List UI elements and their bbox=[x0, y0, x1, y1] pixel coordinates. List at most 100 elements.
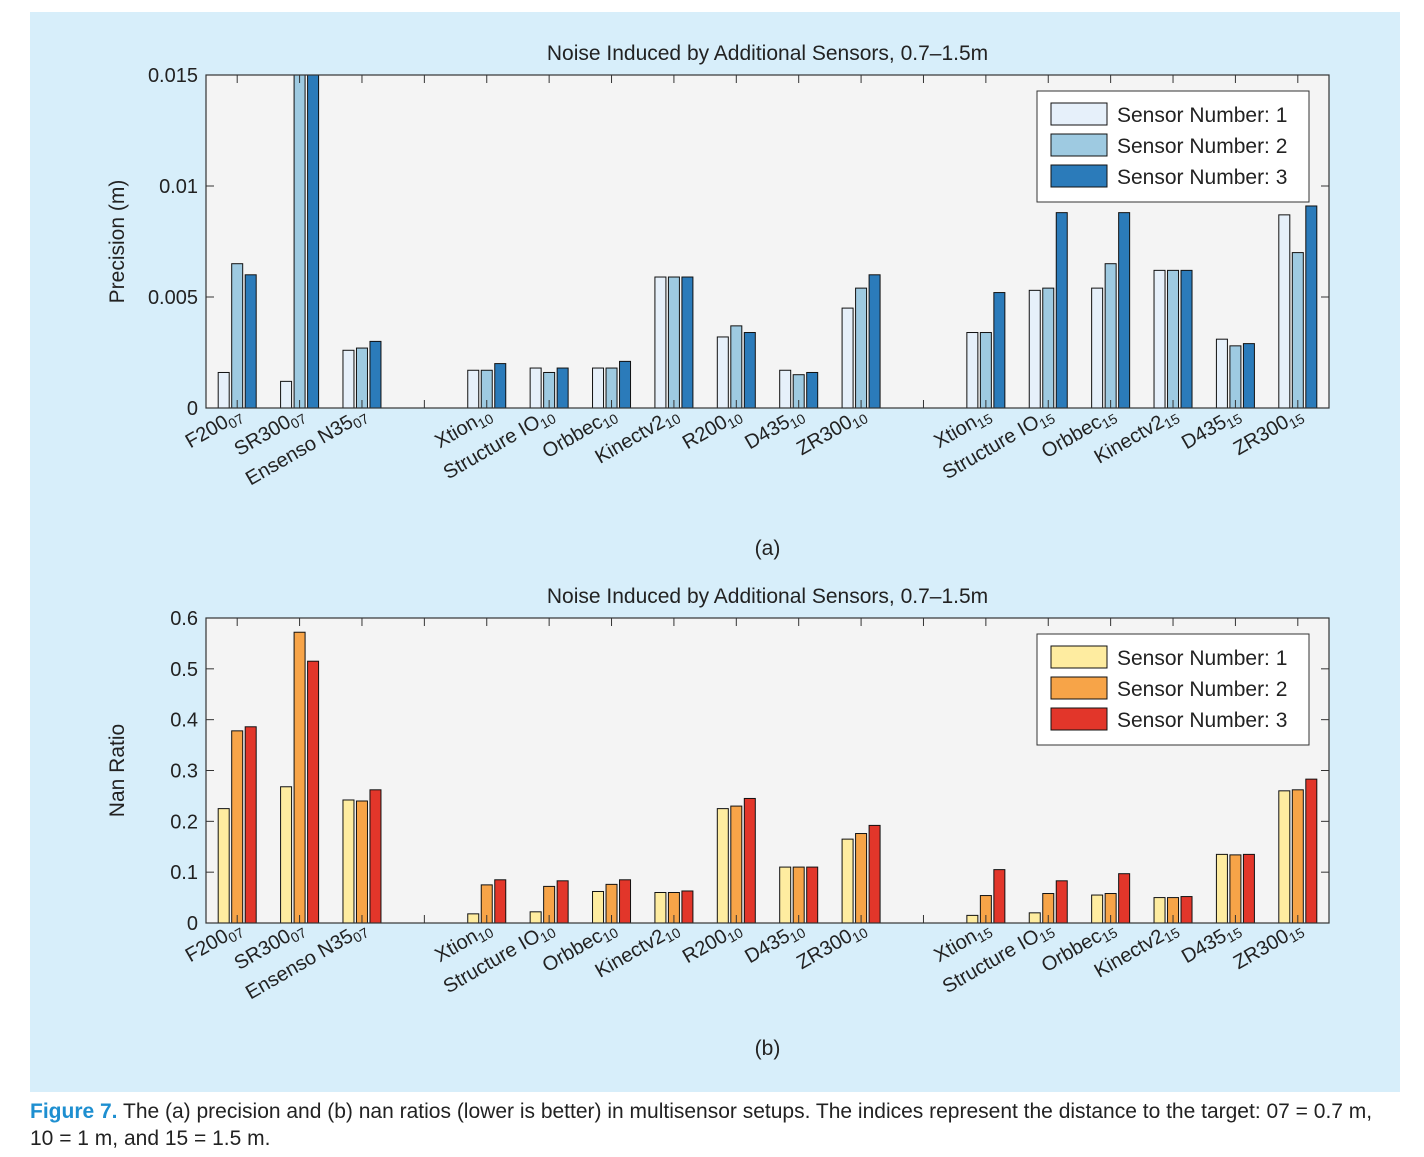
category-label: Kinectv210 bbox=[591, 917, 683, 984]
bar-2 bbox=[855, 287, 868, 409]
bar-1 bbox=[654, 892, 667, 924]
figure-caption: Figure 7. The (a) precision and (b) nan … bbox=[30, 1098, 1400, 1152]
category-label: Kinectv215 bbox=[1091, 917, 1183, 984]
bar-2 bbox=[730, 325, 743, 409]
panel-label: (a) bbox=[755, 537, 781, 560]
bar-3 bbox=[868, 824, 881, 924]
chart-a: Noise Induced by Additional Sensors, 0.7… bbox=[106, 42, 1330, 560]
legend-label-2: Sensor Number: 2 bbox=[1117, 678, 1287, 701]
y-tick-label: 0.2 bbox=[170, 811, 198, 833]
bar-3 bbox=[806, 866, 819, 924]
bar-1 bbox=[529, 367, 542, 409]
bar-3 bbox=[681, 890, 694, 924]
bar-1 bbox=[217, 808, 230, 924]
axes-frame bbox=[205, 617, 1330, 924]
bar-1 bbox=[342, 799, 355, 924]
bar-2 bbox=[293, 74, 306, 409]
bar-2 bbox=[1229, 345, 1242, 409]
bar-1 bbox=[1278, 790, 1291, 924]
y-tick-label: 0 bbox=[187, 398, 198, 420]
bar-1 bbox=[280, 786, 293, 924]
legend-swatch-1 bbox=[1050, 645, 1108, 669]
bar-2 bbox=[1229, 854, 1242, 924]
bar-3 bbox=[1180, 269, 1193, 409]
y-axis-label: Precision (m) bbox=[106, 180, 129, 304]
bar-3 bbox=[743, 797, 756, 924]
legend-label-2: Sensor Number: 2 bbox=[1117, 135, 1287, 158]
y-tick-label: 0.1 bbox=[170, 862, 198, 884]
legend: Sensor Number: 1 Sensor Number: 2 Sensor N… bbox=[1036, 90, 1310, 203]
category-label: ZR30010 bbox=[793, 403, 871, 462]
bar-2 bbox=[667, 276, 680, 409]
bar-2 bbox=[730, 805, 743, 924]
y-tick-label: 0.3 bbox=[170, 761, 198, 783]
chart-b: Noise Induced by Additional Sensors, 0.7… bbox=[106, 585, 1330, 1060]
category-label: R20010 bbox=[679, 917, 746, 970]
bar-1 bbox=[217, 371, 230, 409]
bar-3 bbox=[743, 332, 756, 409]
chart-title: Noise Induced by Additional Sensors, 0.7… bbox=[547, 585, 988, 608]
bar-1 bbox=[592, 367, 605, 409]
axes-frame bbox=[205, 74, 1330, 409]
bar-1 bbox=[1153, 269, 1166, 409]
bar-1 bbox=[1215, 338, 1228, 409]
bar-3 bbox=[1055, 212, 1068, 409]
bar-1 bbox=[1091, 287, 1104, 409]
bar-1 bbox=[779, 866, 792, 924]
bar-3 bbox=[369, 340, 382, 409]
y-tick-label: 0.6 bbox=[170, 608, 198, 630]
bar-3 bbox=[307, 660, 320, 924]
category-label: ZR30010 bbox=[793, 917, 871, 976]
legend-swatch-2 bbox=[1050, 676, 1108, 700]
bar-3 bbox=[1305, 205, 1318, 409]
bar-2 bbox=[1104, 263, 1117, 409]
bar-3 bbox=[1180, 896, 1193, 924]
bar-3 bbox=[1118, 212, 1131, 409]
bar-3 bbox=[993, 292, 1006, 409]
caption-label: Figure 7. bbox=[30, 1100, 118, 1123]
bar-1 bbox=[342, 349, 355, 409]
panel-label: (b) bbox=[755, 1037, 781, 1060]
bar-1 bbox=[966, 914, 979, 924]
bar-2 bbox=[1291, 252, 1304, 409]
bar-1 bbox=[1091, 894, 1104, 924]
category-label: Kinectv215 bbox=[1091, 403, 1183, 470]
chart-title: Noise Induced by Additional Sensors, 0.7… bbox=[547, 42, 988, 65]
bar-3 bbox=[993, 869, 1006, 924]
bar-3 bbox=[1242, 853, 1255, 924]
bar-1 bbox=[779, 369, 792, 409]
bar-1 bbox=[280, 380, 293, 409]
bar-2 bbox=[231, 263, 244, 409]
bar-3 bbox=[494, 363, 507, 409]
bar-1 bbox=[529, 911, 542, 924]
bar-2 bbox=[792, 866, 805, 924]
bar-3 bbox=[1055, 880, 1068, 924]
bar-1 bbox=[716, 808, 729, 924]
y-tick-label: 0 bbox=[187, 913, 198, 935]
bar-3 bbox=[1242, 343, 1255, 409]
bar-2 bbox=[1042, 287, 1055, 409]
bar-2 bbox=[1291, 789, 1304, 924]
legend-label-3: Sensor Number: 3 bbox=[1117, 166, 1287, 189]
legend-label-3: Sensor Number: 3 bbox=[1117, 709, 1287, 732]
category-label: ZR30015 bbox=[1230, 403, 1308, 462]
bar-1 bbox=[1153, 897, 1166, 924]
bar-2 bbox=[231, 730, 244, 924]
bar-3 bbox=[369, 789, 382, 924]
charts-canvas: Noise Induced by Additional Sensors, 0.7… bbox=[106, 42, 1330, 1060]
bar-3 bbox=[868, 274, 881, 409]
bar-2 bbox=[355, 347, 368, 409]
bar-1 bbox=[841, 838, 854, 924]
bar-1 bbox=[1278, 214, 1291, 409]
bar-3 bbox=[556, 367, 569, 409]
bar-1 bbox=[1028, 289, 1041, 409]
bar-3 bbox=[556, 880, 569, 924]
bar-2 bbox=[1167, 269, 1180, 409]
bar-3 bbox=[244, 274, 257, 409]
bar-3 bbox=[619, 360, 632, 409]
bar-1 bbox=[966, 332, 979, 409]
legend: Sensor Number: 1 Sensor Number: 2 Sensor N… bbox=[1036, 633, 1310, 746]
bar-1 bbox=[841, 307, 854, 409]
category-label: Kinectv210 bbox=[591, 403, 683, 470]
bar-1 bbox=[592, 890, 605, 924]
